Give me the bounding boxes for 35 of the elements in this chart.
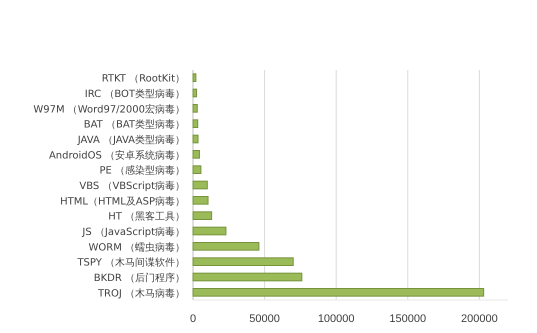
bar bbox=[192, 211, 212, 220]
y-tick-label: TSPY （木马间谍软件） bbox=[76, 256, 185, 269]
bar bbox=[192, 165, 202, 174]
bar bbox=[192, 242, 260, 251]
y-tick-label: BKDR （后门程序） bbox=[94, 272, 185, 284]
bar bbox=[192, 226, 226, 236]
bar bbox=[192, 88, 198, 98]
y-tick-label: JS （JavaScript病毒） bbox=[81, 226, 185, 238]
y-tick-label: HT （黑客工具） bbox=[108, 210, 185, 223]
y-tick-label: WORM （蠕虫病毒） bbox=[88, 241, 185, 254]
y-tick-label: HTML（HTML及ASP病毒） bbox=[60, 195, 185, 208]
y-tick-label: W97M （Word97/2000宏病毒） bbox=[33, 103, 185, 116]
bar bbox=[192, 288, 484, 297]
bar bbox=[192, 104, 198, 113]
bar bbox=[192, 150, 200, 159]
x-tick-label: 100000 bbox=[318, 313, 355, 325]
y-tick-label: AndroidOS （安卓系统病毒） bbox=[48, 149, 185, 162]
x-tick-label: 0 bbox=[190, 313, 196, 325]
y-tick-label: BAT （BAT类型病毒） bbox=[84, 118, 185, 131]
y-tick-label: VBS （VBScript病毒） bbox=[79, 180, 185, 192]
y-tick-label: PE （感染型病毒） bbox=[99, 164, 185, 177]
y-tick-label: RTKT （RootKit） bbox=[102, 74, 185, 85]
bar bbox=[192, 73, 196, 82]
bar bbox=[192, 196, 209, 205]
y-tick-label: TROJ （木马病毒） bbox=[96, 287, 185, 300]
x-tick-label: 200000 bbox=[461, 313, 498, 325]
y-tick-label: IRC （BOT类型病毒） bbox=[84, 88, 185, 100]
x-tick-label: 50000 bbox=[249, 313, 280, 325]
bar bbox=[192, 272, 302, 282]
bar bbox=[192, 119, 198, 128]
bar bbox=[192, 180, 208, 190]
x-tick-label: 150000 bbox=[389, 313, 426, 325]
y-tick-label: JAVA （JAVA类型病毒） bbox=[76, 134, 185, 146]
bar bbox=[192, 134, 199, 144]
bar bbox=[192, 257, 294, 266]
